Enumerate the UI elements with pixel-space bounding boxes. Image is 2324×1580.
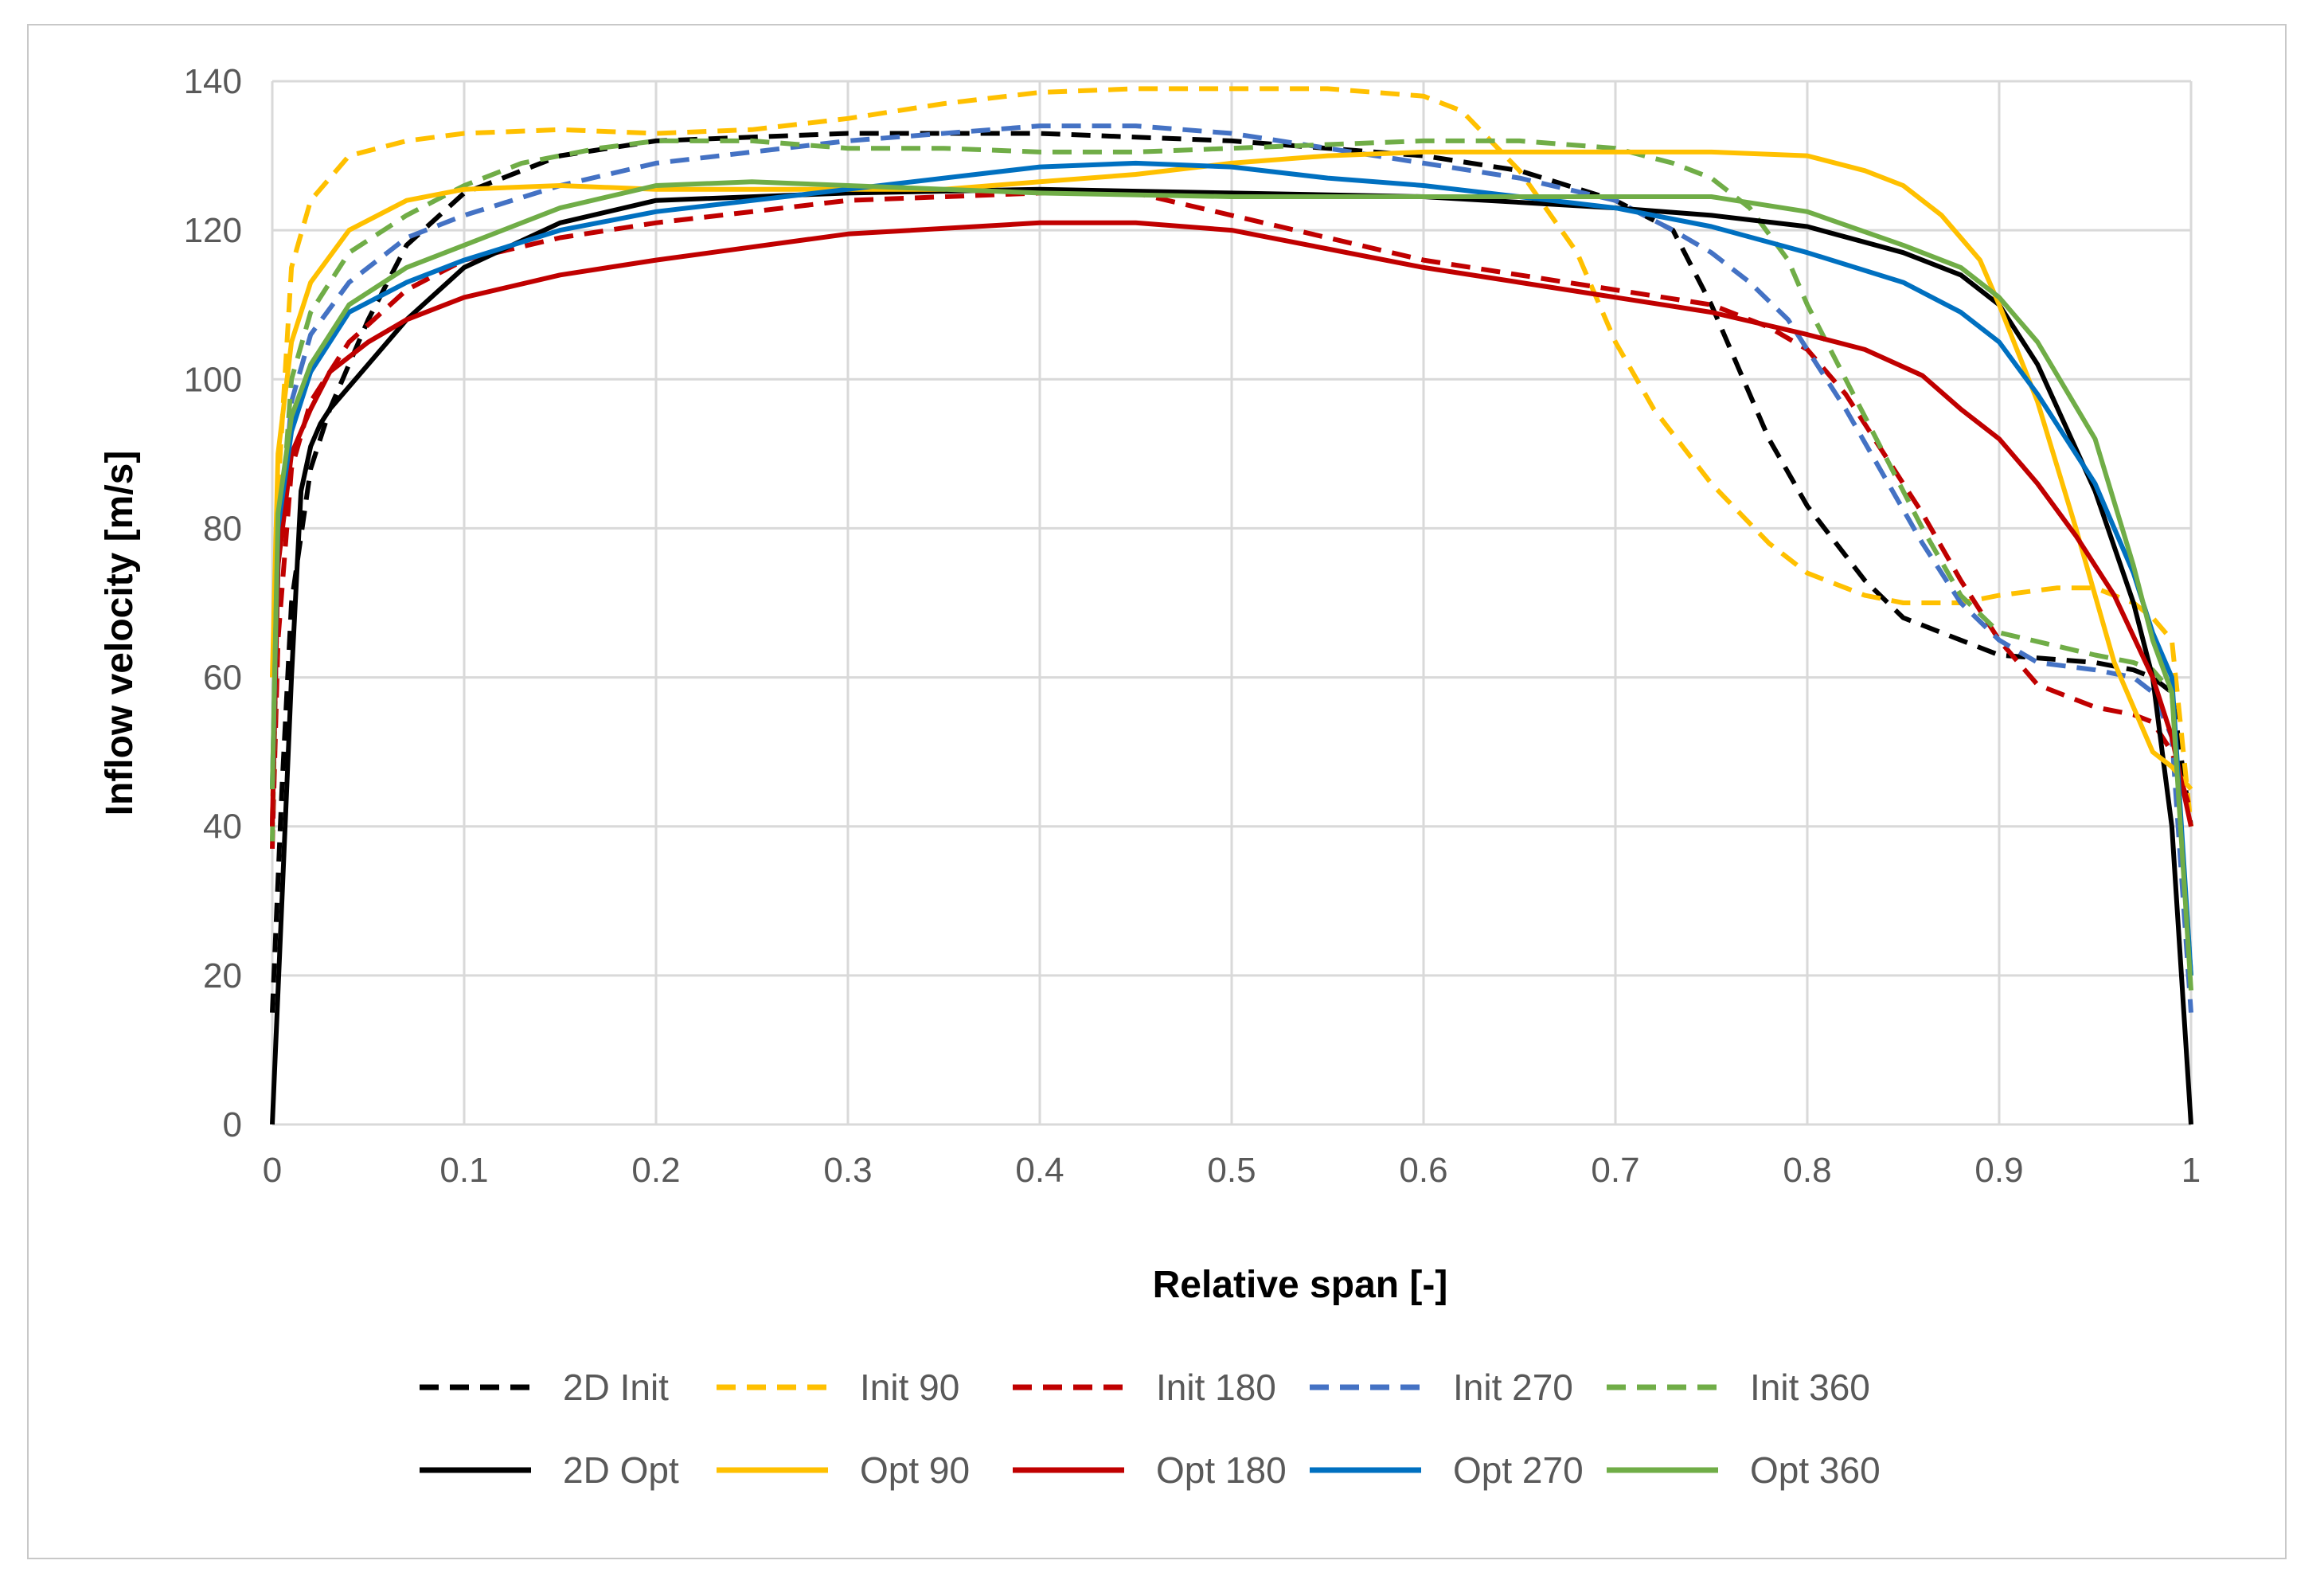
- series-line-init-180: [270, 190, 2193, 849]
- y-axis-ticks: 0 20 40 60 80 100 120 140: [184, 62, 242, 1144]
- x-tick-label: 0.3: [823, 1151, 872, 1190]
- series-line-init-90: [270, 86, 2193, 827]
- legend-label-opt-360: Opt 360: [1750, 1449, 1881, 1491]
- x-axis-title: Relative span [-]: [1153, 1264, 1448, 1306]
- legend-label-init-360: Init 360: [1750, 1367, 1870, 1408]
- y-tick-label: 140: [184, 62, 242, 101]
- x-tick-label: 0.5: [1207, 1151, 1256, 1190]
- y-tick-label: 120: [184, 211, 242, 250]
- x-tick-label: 0.8: [1783, 1151, 1831, 1190]
- y-tick-label: 60: [203, 659, 242, 698]
- y-tick-label: 0: [223, 1105, 242, 1144]
- y-tick-label: 80: [203, 509, 242, 548]
- legend-label-2d-init: 2D Init: [563, 1367, 669, 1408]
- legend-label-init-180: Init 180: [1156, 1367, 1276, 1408]
- series-line-opt-90: [270, 149, 2193, 791]
- x-tick-label: 0.6: [1399, 1151, 1447, 1190]
- y-tick-label: 20: [203, 956, 242, 995]
- x-tick-label: 0.1: [439, 1151, 488, 1190]
- x-tick-label: 0.4: [1015, 1151, 1064, 1190]
- x-tick-label: 0.9: [1974, 1151, 2023, 1190]
- legend-label-opt-90: Opt 90: [860, 1449, 970, 1491]
- series-line-opt-270: [270, 160, 2193, 976]
- legend-label-init-90: Init 90: [860, 1367, 959, 1408]
- y-tick-label: 40: [203, 808, 242, 847]
- series-lines: [270, 86, 2193, 1125]
- series-line-init-360: [270, 138, 2193, 976]
- y-axis-title: Inflow velocity [m/s]: [99, 451, 141, 816]
- legend-label-opt-270: Opt 270: [1453, 1449, 1584, 1491]
- legend-label-init-270: Init 270: [1453, 1367, 1573, 1408]
- legend-label-opt-180: Opt 180: [1156, 1449, 1287, 1491]
- x-axis-ticks: 0 0.1 0.2 0.3 0.4 0.5 0.6 0.7 0.8 0.9 1: [263, 1151, 2201, 1190]
- x-tick-label: 0.2: [631, 1151, 680, 1190]
- series-line-2d-opt: [270, 186, 2193, 1125]
- y-tick-label: 100: [184, 360, 242, 399]
- x-tick-label: 0: [263, 1151, 282, 1190]
- series-line-opt-360: [270, 179, 2193, 991]
- legend-label-2d-opt: 2D Opt: [563, 1449, 679, 1491]
- series-line-opt-180: [270, 220, 2193, 827]
- chart-frame: 0 0.1 0.2 0.3 0.4 0.5 0.6 0.7 0.8 0.9 1 0 20 40 60 80 1…: [27, 24, 2287, 1559]
- legend: 2D Init Init 90 Init 180 Init 270 Init 360 2D…: [420, 1367, 1881, 1491]
- line-chart: 0 0.1 0.2 0.3 0.4 0.5 0.6 0.7 0.8 0.9 1 0 20 40 60 80 1…: [99, 62, 2201, 1491]
- x-tick-label: 0.7: [1591, 1151, 1639, 1190]
- x-tick-label: 1: [2181, 1151, 2201, 1190]
